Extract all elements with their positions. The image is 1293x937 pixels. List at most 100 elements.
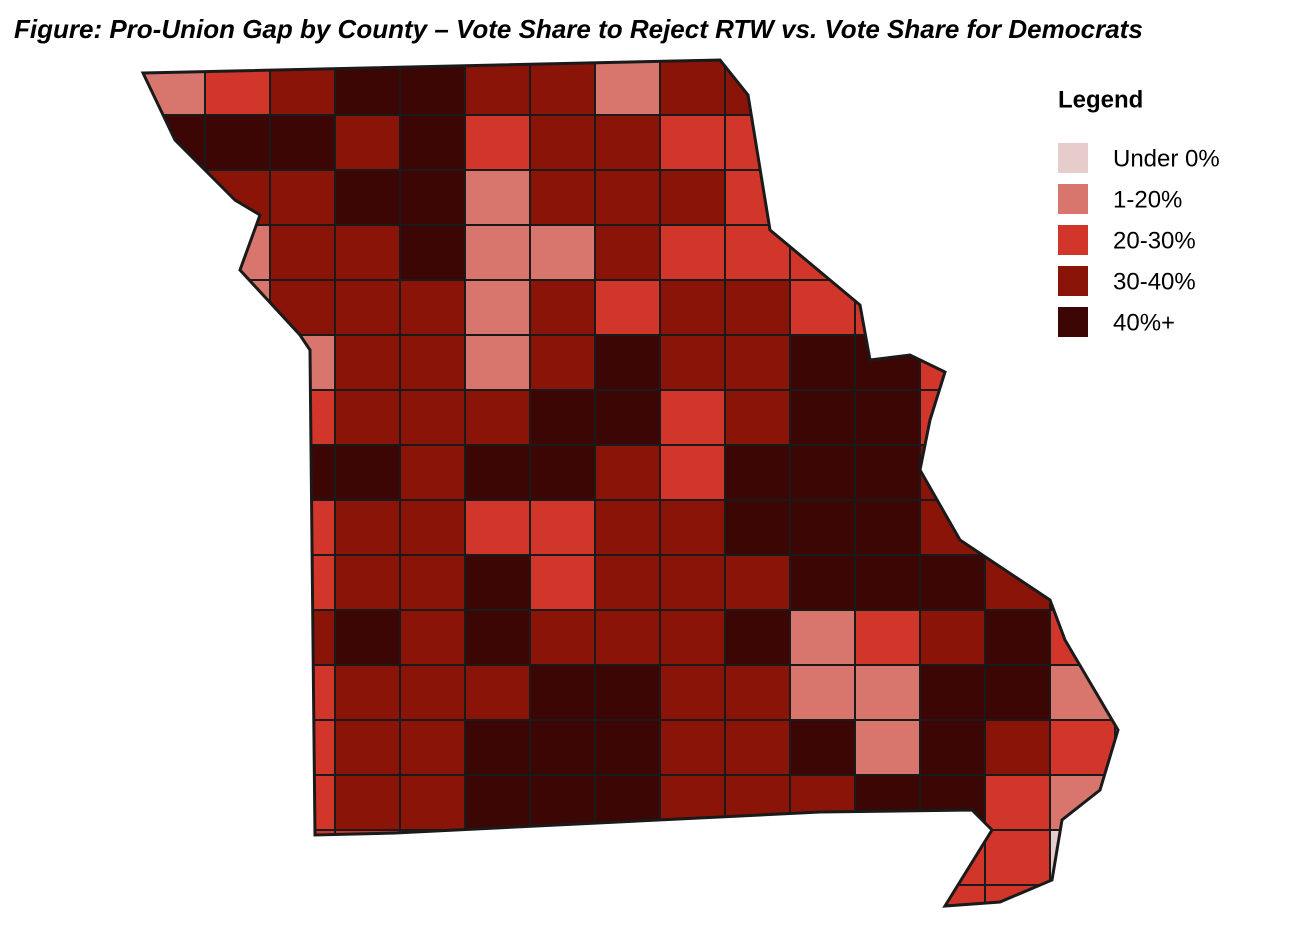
county <box>204 224 271 281</box>
county <box>529 389 596 446</box>
county <box>724 389 791 446</box>
county <box>594 554 661 611</box>
county <box>984 664 1051 721</box>
county <box>854 554 921 611</box>
county <box>334 114 401 171</box>
county <box>399 334 466 391</box>
county <box>659 279 726 336</box>
county <box>143 719 206 776</box>
county <box>399 389 466 446</box>
county <box>594 60 661 116</box>
county <box>464 829 531 886</box>
county <box>984 279 1051 336</box>
county <box>399 829 466 886</box>
county <box>984 334 1051 391</box>
county <box>594 169 661 226</box>
county <box>399 444 466 501</box>
county <box>464 224 531 281</box>
county <box>854 114 921 171</box>
county <box>984 774 1051 831</box>
county <box>464 389 531 446</box>
county <box>1049 389 1116 446</box>
county <box>529 609 596 666</box>
county <box>594 389 661 446</box>
county <box>919 334 986 391</box>
county <box>204 60 271 116</box>
county <box>399 664 466 721</box>
county <box>984 719 1051 776</box>
county <box>1049 884 1116 906</box>
county <box>594 884 661 906</box>
county <box>789 444 856 501</box>
county <box>143 444 206 501</box>
county <box>204 389 271 446</box>
county <box>269 609 336 666</box>
county <box>789 719 856 776</box>
county <box>204 334 271 391</box>
county <box>789 774 856 831</box>
county <box>659 169 726 226</box>
county <box>399 114 466 171</box>
county <box>143 224 206 281</box>
county <box>143 499 206 556</box>
county <box>854 719 921 776</box>
county <box>789 664 856 721</box>
county <box>1049 334 1116 391</box>
county <box>399 60 466 116</box>
county <box>464 719 531 776</box>
legend-swatch <box>1058 143 1088 173</box>
county <box>204 499 271 556</box>
county <box>594 829 661 886</box>
county <box>334 444 401 501</box>
legend-swatch <box>1058 184 1088 214</box>
county <box>919 554 986 611</box>
county <box>724 279 791 336</box>
county <box>854 389 921 446</box>
county <box>659 224 726 281</box>
county <box>464 774 531 831</box>
county <box>594 664 661 721</box>
county <box>854 884 921 906</box>
county <box>204 664 271 721</box>
county <box>464 499 531 556</box>
county <box>269 664 336 721</box>
county <box>659 444 726 501</box>
county <box>269 554 336 611</box>
county <box>984 114 1051 171</box>
county <box>399 554 466 611</box>
county <box>659 774 726 831</box>
county <box>724 554 791 611</box>
county <box>143 664 206 721</box>
legend-title: Legend <box>1058 86 1143 113</box>
county <box>724 334 791 391</box>
county <box>464 279 531 336</box>
county <box>724 60 791 116</box>
county <box>334 389 401 446</box>
county <box>399 884 466 906</box>
county <box>1049 444 1116 501</box>
county <box>204 554 271 611</box>
county <box>399 169 466 226</box>
county <box>724 444 791 501</box>
county <box>594 114 661 171</box>
county <box>529 334 596 391</box>
county <box>659 114 726 171</box>
county <box>789 884 856 906</box>
county <box>854 169 921 226</box>
county <box>269 389 336 446</box>
county <box>204 719 271 776</box>
county <box>659 719 726 776</box>
county <box>334 224 401 281</box>
county <box>984 884 1051 906</box>
county <box>854 224 921 281</box>
county <box>789 279 856 336</box>
county <box>529 279 596 336</box>
county <box>334 609 401 666</box>
county <box>854 829 921 886</box>
county <box>529 60 596 116</box>
county <box>529 774 596 831</box>
county <box>1049 664 1116 721</box>
county <box>594 499 661 556</box>
county <box>334 169 401 226</box>
